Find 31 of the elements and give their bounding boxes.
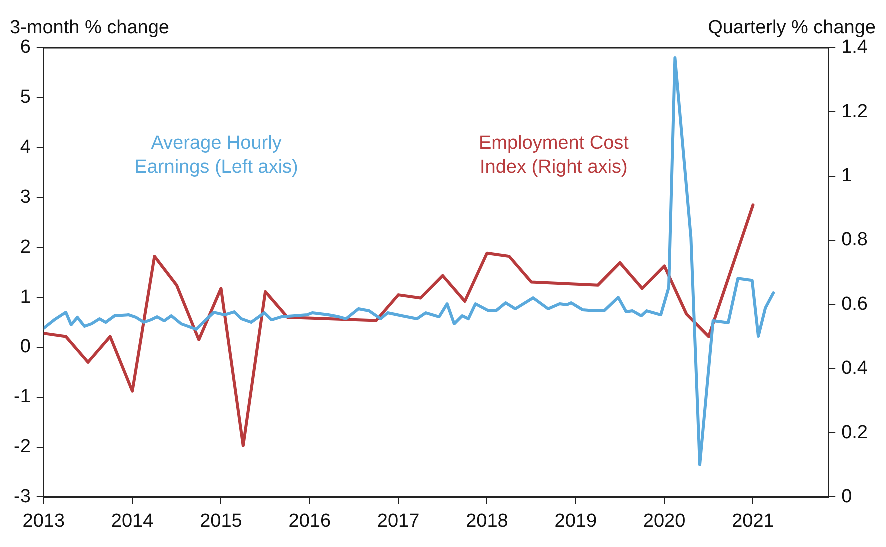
x-tick-label: 2016 (288, 510, 332, 532)
y2-axis-title: Quarterly % change (708, 18, 876, 39)
y2-tick-label: 0.6 (842, 294, 868, 315)
y2-tick-label: 0 (842, 486, 852, 508)
y2-tick-label: 1 (842, 166, 852, 187)
y-tick-label: 3 (20, 186, 31, 208)
x-tick-label: 2017 (377, 510, 420, 532)
y-tick-label: 2 (20, 236, 31, 258)
y2-tick-label: 1.4 (842, 37, 868, 58)
y2-tick-label: 0.8 (842, 230, 868, 251)
y-tick-label: 5 (20, 87, 31, 108)
text: Average Hourly Earnings (Left axis) (134, 133, 298, 178)
y2-tick-label: 1.2 (842, 101, 868, 122)
y-tick-label: 4 (20, 137, 32, 158)
x-tick-label: 2013 (22, 510, 66, 532)
x-tick-label: 2020 (643, 510, 686, 532)
y2-tick-label: 0.2 (842, 422, 868, 444)
text: Employment Cost Index (Right axis) (478, 133, 630, 178)
y-tick-label: -1 (14, 386, 31, 408)
y-tick-label: -3 (14, 486, 31, 508)
x-tick-label: 2014 (111, 510, 154, 532)
y-tick-label: 6 (20, 37, 31, 58)
y-tick-label: 1 (20, 286, 31, 308)
x-tick-label: 2018 (466, 510, 508, 532)
y-axis-title: 3-month % change (10, 18, 170, 39)
x-tick-label: 2019 (554, 510, 598, 532)
y-tick-label: -2 (14, 436, 31, 458)
x-tick-label: 2021 (732, 510, 774, 532)
y-tick-label: 0 (20, 336, 31, 358)
y2-tick-label: 0.4 (842, 358, 868, 380)
x-tick-label: 2015 (200, 510, 242, 532)
